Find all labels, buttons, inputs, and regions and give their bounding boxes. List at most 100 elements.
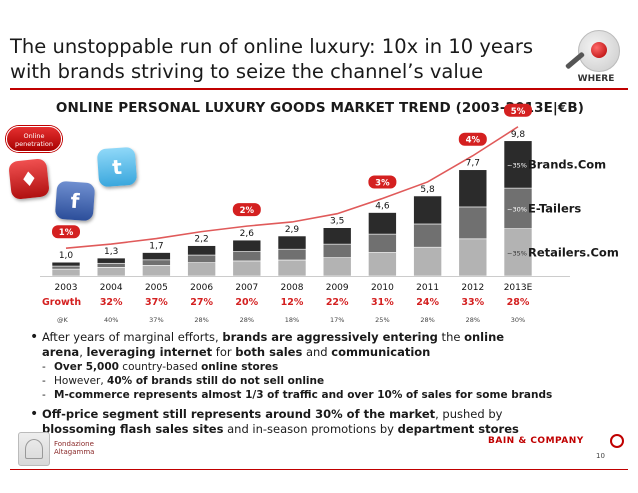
slide-title: The unstoppable run of online luxury: 10…: [10, 34, 570, 84]
penetration-label-2012: 4%: [466, 136, 481, 146]
online-badge-line-1: Online: [23, 132, 45, 140]
segment-share-label-1: ~35%: [507, 249, 527, 257]
bar-2012-segment-2: [458, 206, 488, 240]
growth-value-2013E: 28%: [507, 297, 530, 308]
x-tick-2005: 2005: [145, 283, 168, 293]
bullet-brands-online: After years of marginal efforts, brands …: [30, 330, 620, 360]
title-divider: [10, 88, 628, 90]
cagr-value-2004: 40%: [104, 316, 118, 324]
value-label-2007: 2,6: [240, 229, 255, 239]
value-label-2008: 2,9: [285, 225, 300, 235]
market-trend-chart: 1,0 2003 1,3 2004 1,7 2005 2,2 2006 2,6 2007 2,9 20…: [40, 103, 619, 324]
bar-2003-segment-3: [51, 261, 81, 267]
cagr-value-2008: 18%: [285, 316, 299, 324]
penetration-marker-2013E: [504, 103, 532, 117]
bar-2007-segment-3: [232, 239, 262, 252]
bar-2011-segment-3: [413, 195, 442, 225]
growth-value-2004: 32%: [100, 297, 123, 308]
penetration-label-2010: 3%: [375, 179, 390, 189]
penetration-label-2013E: 5%: [511, 107, 526, 117]
bar-2010-segment-2: [368, 233, 397, 253]
cagr-value-2013E: 30%: [511, 316, 525, 324]
bar-2012-segment-1: [458, 238, 488, 277]
altagamma-emblem-icon: [25, 439, 43, 459]
bar-2009-segment-3: [322, 227, 352, 245]
bar-2008-segment-1: [277, 259, 307, 277]
bar-2005-segment-2: [142, 259, 171, 266]
cagr-value-2010: 25%: [375, 316, 389, 324]
slide-title-line-2: with brands striving to seize the channe…: [10, 60, 484, 83]
x-tick-2011: 2011: [416, 283, 439, 293]
growth-value-2005: 37%: [145, 297, 168, 308]
bar-2007-segment-1: [232, 260, 262, 277]
segment-share-label-3: ~35%: [507, 161, 527, 169]
bar-2009-segment-2: [322, 243, 352, 258]
bar-2005-segment-1: [142, 265, 171, 277]
penetration-marker-2003: [52, 225, 80, 239]
bar-2005-segment-3: [142, 252, 171, 261]
cagr-value-2007: 28%: [240, 316, 254, 324]
bain-mark-icon: [610, 434, 624, 448]
bullet-off-price: Off-price segment still represents aroun…: [30, 407, 620, 437]
penetration-label-2007: 2%: [240, 206, 255, 216]
footer-divider: [10, 469, 628, 470]
where-logo-label: WHERE: [577, 74, 615, 84]
x-tick-2008: 2008: [281, 283, 304, 293]
footer-org-line-1: Fondazione: [54, 440, 94, 448]
growth-value-2008: 12%: [281, 297, 304, 308]
x-tick-2010: 2010: [371, 283, 394, 293]
penetration-label-2003: 1%: [59, 228, 74, 238]
cagr-value-2012: 28%: [466, 316, 480, 324]
bar-2007-segment-2: [232, 251, 262, 262]
online-penetration-badge: Online penetration: [6, 126, 62, 152]
altagamma-logo: [18, 432, 50, 466]
bar-2013E-segment-3: [503, 140, 533, 189]
bar-2006-segment-3: [187, 245, 216, 256]
x-tick-2013E: 2013E: [504, 283, 533, 293]
growth-value-2009: 22%: [326, 297, 349, 308]
bar-2008-segment-3: [277, 235, 307, 250]
bar-2004-segment-1: [96, 267, 126, 277]
sub-bullet-m-commerce: M-commerce represents almost 1/3 of traf…: [30, 388, 620, 402]
bar-2006-segment-2: [187, 254, 216, 263]
penetration-marker-2010: [368, 175, 397, 189]
cagr-value-2005: 37%: [149, 316, 163, 324]
growth-value-2012: 33%: [461, 297, 484, 308]
page-number: 10: [596, 452, 605, 460]
growth-value-2011: 24%: [416, 297, 439, 308]
bar-2011-segment-1: [413, 246, 442, 277]
bar-2003-segment-1: [51, 268, 81, 277]
cagr-value-2009: 17%: [330, 316, 344, 324]
value-label-2005: 1,7: [149, 242, 163, 252]
value-label-2013E: 9,8: [511, 130, 526, 140]
x-tick-2009: 2009: [326, 283, 349, 293]
bar-2006-segment-1: [187, 262, 216, 277]
bar-2011-segment-2: [413, 223, 442, 248]
bar-2004-segment-2: [96, 262, 126, 268]
cagr-row-label: @K: [57, 316, 69, 324]
bar-2013E-segment-2: [503, 187, 533, 229]
value-label-2009: 3,5: [330, 217, 344, 227]
growth-value-2010: 31%: [371, 297, 394, 308]
sub-bullet-online-stores: Over 5,000 country-based online stores: [30, 360, 620, 374]
bar-2008-segment-2: [277, 248, 307, 261]
value-label-2004: 1,3: [104, 247, 118, 257]
growth-value-2006: 27%: [190, 297, 213, 308]
legend-e-tailers: E-Tailers: [528, 201, 581, 215]
value-label-2010: 4,6: [375, 202, 390, 212]
trend-line: [65, 126, 519, 249]
cagr-value-2006: 28%: [194, 316, 208, 324]
bar-2004-segment-3: [96, 257, 126, 264]
value-label-2003: 1,0: [59, 251, 74, 261]
value-label-2006: 2,2: [194, 235, 208, 245]
value-label-2011: 5,8: [420, 185, 435, 195]
bar-2012-segment-3: [458, 169, 488, 208]
growth-row-label: Growth: [42, 297, 81, 308]
sub-bullet-brands-not-online: However, 40% of brands still do not sell…: [30, 374, 620, 388]
value-label-2012: 7,7: [466, 159, 480, 169]
footer-org-line-2: Altagamma: [54, 448, 95, 456]
online-badge-line-2: penetration: [15, 140, 53, 148]
cagr-value-2011: 28%: [420, 316, 434, 324]
bar-2003-segment-2: [51, 265, 81, 270]
legend-retailers-com: Retailers.Com: [528, 245, 619, 259]
